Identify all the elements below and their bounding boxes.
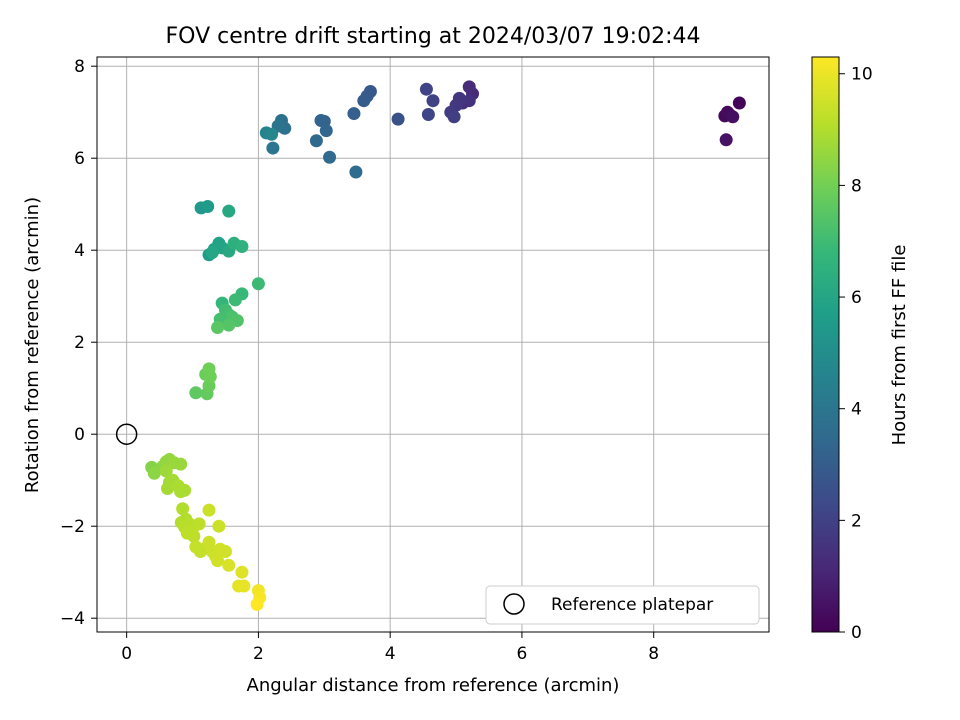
scatter-point (176, 502, 190, 516)
scatter-point (159, 464, 173, 478)
scatter-point (349, 165, 363, 179)
scatter-point (265, 127, 279, 141)
colorbar-ticks: 0 2 4 6 8 10 (839, 65, 873, 643)
scatter-point (732, 96, 746, 110)
reference-platepar-marker (115, 423, 138, 445)
x-tick-label: 6 (517, 644, 528, 664)
scatter-point (347, 107, 361, 121)
chart-title: FOV centre drift starting at 2024/03/07 … (166, 24, 701, 49)
scatter-point (251, 277, 265, 291)
scatter-point (212, 519, 226, 533)
axis-ticks: 0 2 4 6 8 −4 −2 0 2 4 6 8 (60, 57, 659, 664)
scatter-point (391, 112, 405, 126)
colorbar-tick-label: 10 (851, 65, 873, 85)
scatter-point (222, 318, 236, 332)
colorbar-tick-label: 0 (851, 623, 862, 643)
scatter-point (160, 481, 174, 495)
x-tick-label: 0 (121, 644, 132, 664)
scatter-point (462, 94, 476, 108)
scatter-point (250, 597, 264, 611)
scatter-point (726, 110, 740, 124)
legend-entry-label: Reference platepar (551, 595, 713, 615)
scatter-point (211, 320, 225, 334)
scatter-point (211, 554, 225, 568)
legend: Reference platepar (485, 585, 760, 625)
colorbar-tick-label: 8 (851, 176, 862, 196)
scatter-point (178, 483, 192, 497)
scatter-point (202, 362, 216, 376)
x-tick-label: 4 (385, 644, 396, 664)
scatter-point (426, 94, 440, 108)
colorbar-tick-label: 2 (851, 511, 862, 531)
y-tick-label: −2 (60, 517, 85, 537)
y-tick-label: 0 (74, 425, 85, 445)
scatter-point (189, 386, 203, 400)
scatter-point (187, 529, 201, 543)
scatter-point (174, 457, 188, 471)
y-tick-label: 8 (74, 57, 85, 77)
scatter-point (222, 204, 236, 218)
colorbar-gradient (811, 56, 840, 633)
scatter-point (235, 565, 249, 579)
x-axis-label: Angular distance from reference (arcmin) (247, 675, 620, 696)
scatter-point (462, 80, 476, 94)
scatter-point (237, 579, 251, 593)
plot-frame (96, 56, 770, 633)
colorbar-tick-label: 6 (851, 288, 862, 308)
scatter-point (202, 503, 216, 517)
x-tick-label: 2 (253, 644, 264, 664)
grid-lines (97, 57, 769, 632)
legend-reference-marker (503, 593, 525, 615)
y-tick-label: −4 (60, 609, 85, 629)
scatter-point (323, 150, 337, 164)
colorbar-label: Hours from first FF file (889, 245, 910, 446)
scatter-point (309, 134, 323, 148)
scatter-point (419, 82, 433, 96)
y-tick-label: 6 (74, 149, 85, 169)
y-axis-label: Rotation from reference (arcmin) (22, 197, 43, 493)
legend-box (485, 585, 760, 625)
scatter-point (222, 558, 236, 572)
scatter-point (201, 200, 215, 213)
scatter-point (235, 240, 249, 254)
scatter-point (319, 124, 333, 138)
scatter-point (218, 545, 232, 558)
x-tick-label: 8 (648, 644, 659, 664)
scatter-point (205, 246, 219, 259)
y-tick-label: 2 (74, 333, 85, 353)
scatter-point (719, 133, 733, 147)
y-tick-label: 4 (74, 241, 85, 261)
colorbar-tick-label: 4 (851, 400, 862, 420)
data-points (115, 80, 746, 611)
scatter-point (314, 113, 328, 127)
scatter-point (266, 141, 280, 155)
scatter-point (447, 110, 461, 124)
colorbar: 0 2 4 6 8 10 Hours from first FF file (811, 56, 910, 643)
scatter-point (192, 517, 206, 531)
scatter-point (228, 293, 242, 307)
scatter-point (357, 94, 371, 108)
scatter-point (421, 108, 435, 121)
